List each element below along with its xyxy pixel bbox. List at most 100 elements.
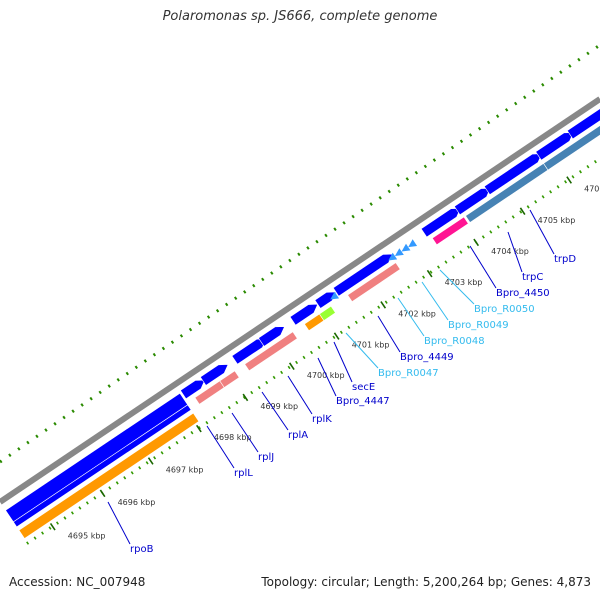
minor-tick (414, 280, 418, 284)
gene-label[interactable]: Bpro_R0048 (424, 336, 485, 347)
minor-tick (153, 456, 157, 460)
minor-tick (295, 360, 299, 365)
minor-tick (429, 270, 433, 274)
cds-forward-small-5 (289, 303, 319, 326)
gene-label-leader (107, 501, 131, 545)
gene-label[interactable]: rpoB (130, 544, 154, 555)
major-tick (147, 457, 154, 465)
cds-rpoB-band (18, 412, 200, 539)
minor-tick (115, 481, 119, 485)
minor-tick (63, 516, 67, 520)
minor-tick (451, 255, 455, 259)
minor-tick (556, 185, 560, 189)
minor-tick (145, 461, 149, 465)
minor-tick (123, 476, 127, 480)
gene-label[interactable]: rplJ (258, 452, 274, 463)
major-tick (426, 269, 433, 278)
tick-label: 4706 kbp (584, 185, 600, 194)
tick-label: 4699 kbp (260, 402, 298, 411)
cds-rplA (244, 331, 298, 372)
rna-arrow (401, 243, 411, 252)
minor-tick (310, 350, 314, 355)
genome-stats-label: Topology: circular; Length: 5,200,264 bp… (261, 575, 591, 589)
minor-tick (93, 496, 97, 500)
tick-label: 4698 kbp (214, 433, 252, 442)
gene-label[interactable]: secE (352, 382, 375, 393)
minor-tick (70, 511, 74, 515)
gene-label[interactable]: trpD (554, 254, 576, 265)
minor-tick (526, 205, 530, 209)
gene-label[interactable]: Bpro_R0049 (448, 320, 509, 331)
minor-tick (190, 431, 194, 435)
tick-label: 4697 kbp (166, 466, 204, 475)
minor-tick (347, 325, 351, 330)
minor-tick (339, 330, 343, 335)
minor-tick (55, 521, 59, 525)
cds-Bpro_4450 (431, 216, 469, 246)
tick-label: 4705 kbp (538, 216, 576, 225)
minor-tick (571, 175, 575, 179)
major-tick (195, 424, 202, 433)
outer-dotted-ring (0, 43, 600, 464)
minor-tick (85, 501, 89, 505)
cds-rplJ (219, 370, 240, 388)
minor-tick (265, 380, 269, 385)
gene-label[interactable]: trpC (522, 272, 543, 283)
gene-label[interactable]: Bpro_4447 (336, 396, 390, 407)
cds-forward-rpoC-lower (12, 404, 192, 528)
minor-tick (586, 165, 590, 169)
minor-tick (138, 466, 142, 470)
gene-label-leader (261, 391, 289, 431)
gene-label-leader (377, 315, 401, 353)
gene-label[interactable]: rplL (234, 468, 253, 479)
cds-forward-b5 (566, 108, 600, 140)
gene-label-leader (439, 269, 475, 305)
gene-label[interactable]: rplA (288, 430, 308, 441)
minor-tick (287, 365, 291, 370)
minor-tick (250, 390, 254, 395)
tick-label: 4703 kbp (445, 278, 483, 287)
minor-tick (369, 310, 373, 314)
minor-tick (422, 275, 426, 279)
minor-tick (504, 220, 508, 224)
cds-trpD (543, 125, 600, 171)
feature-tracks (5, 108, 600, 539)
minor-tick (302, 355, 306, 360)
minor-tick (182, 436, 186, 440)
gene-label-leader (507, 231, 523, 273)
minor-tick (280, 370, 284, 375)
gene-label[interactable]: Bpro_R0047 (378, 368, 439, 379)
minor-tick (212, 415, 216, 420)
minor-tick (235, 400, 239, 405)
gene-label[interactable]: Bpro_R0050 (474, 304, 535, 315)
minor-tick (48, 526, 52, 530)
rna-arrow (394, 248, 404, 257)
minor-tick (220, 410, 224, 415)
minor-tick (384, 300, 388, 304)
cds-forward-rpoC (5, 392, 189, 523)
cds-forward-small-1 (180, 379, 206, 400)
minor-tick (519, 210, 523, 214)
minor-tick (272, 375, 276, 380)
minor-tick (205, 420, 209, 425)
minor-tick (257, 385, 261, 390)
rna-arrow (388, 252, 398, 261)
cds-secE (318, 305, 336, 322)
minor-tick (466, 245, 470, 249)
major-tick (380, 301, 387, 309)
minor-tick (549, 190, 553, 194)
minor-tick (511, 215, 515, 219)
gene-label[interactable]: Bpro_4449 (400, 352, 454, 363)
major-tick (242, 393, 249, 402)
minor-tick (377, 305, 381, 309)
gene-label-leader (206, 425, 235, 469)
minor-tick (459, 250, 463, 254)
minor-tick (160, 451, 164, 455)
gene-label-leader (231, 412, 259, 453)
gene-label[interactable]: rplK (312, 414, 332, 425)
minor-tick (78, 506, 82, 510)
gene-label[interactable]: Bpro_4450 (496, 288, 550, 299)
minor-tick (489, 230, 493, 234)
